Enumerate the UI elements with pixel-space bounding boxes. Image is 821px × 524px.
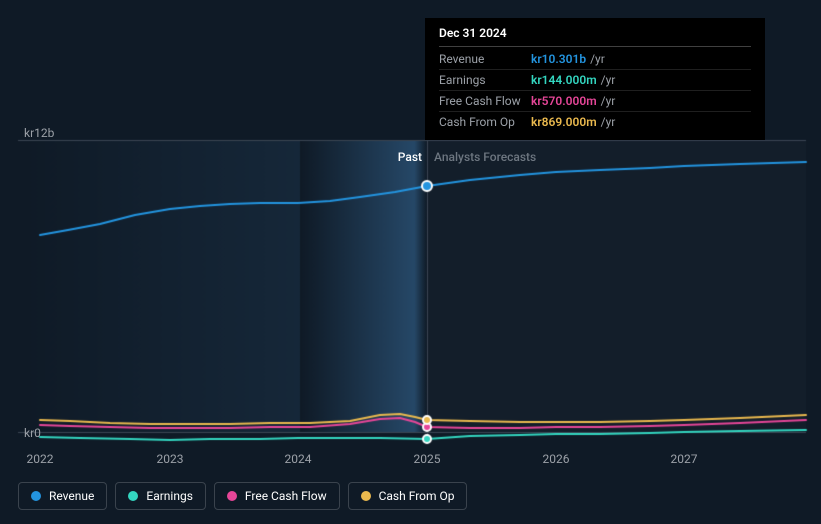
legend-item-revenue[interactable]: Revenue xyxy=(18,482,107,510)
legend-item-label: Free Cash Flow xyxy=(245,489,327,503)
x-axis-label-2: 2024 xyxy=(285,452,312,466)
legend-item-earnings[interactable]: Earnings xyxy=(115,482,206,510)
chart-legend: Revenue Earnings Free Cash Flow Cash Fro… xyxy=(18,482,467,510)
section-label-forecast: Analysts Forecasts xyxy=(434,150,536,164)
y-axis-label-bottom: kr0 xyxy=(24,426,41,440)
x-axis-label-0: 2022 xyxy=(27,452,54,466)
legend-item-fcf[interactable]: Free Cash Flow xyxy=(214,482,340,510)
legend-dot-icon xyxy=(128,491,138,501)
tooltip-row-label: Earnings xyxy=(439,73,531,87)
tooltip-row-revenue: Revenue kr10.301b /yr xyxy=(439,49,751,70)
x-axis-label-1: 2023 xyxy=(157,452,184,466)
tooltip-row-unit: /yr xyxy=(601,94,616,108)
legend-dot-icon xyxy=(31,491,41,501)
tooltip-row-label: Free Cash Flow xyxy=(439,94,531,108)
tooltip-row-cfo: Cash From Op kr869.000m /yr xyxy=(439,112,751,132)
tooltip-row-unit: /yr xyxy=(601,115,616,129)
tooltip-row-value: kr869.000m xyxy=(531,115,597,129)
tooltip-row-label: Revenue xyxy=(439,52,531,66)
y-axis-label-top: kr12b xyxy=(24,126,54,140)
legend-dot-icon xyxy=(227,491,237,501)
tooltip-row-earnings: Earnings kr144.000m /yr xyxy=(439,70,751,91)
chart-tooltip: Dec 31 2024 Revenue kr10.301b /yr Earnin… xyxy=(425,18,765,140)
tooltip-row-fcf: Free Cash Flow kr570.000m /yr xyxy=(439,91,751,112)
chart-root: kr12b kr0 Past Analysts Forecasts 2022 2… xyxy=(0,0,821,524)
tooltip-row-label: Cash From Op xyxy=(439,115,531,129)
legend-dot-icon xyxy=(361,491,371,501)
legend-item-cfo[interactable]: Cash From Op xyxy=(348,482,468,510)
legend-item-label: Earnings xyxy=(146,489,193,503)
tooltip-row-unit: /yr xyxy=(601,73,616,87)
section-label-past: Past xyxy=(398,150,422,164)
x-axis-label-5: 2027 xyxy=(671,452,698,466)
tooltip-row-value: kr144.000m xyxy=(531,73,597,87)
tooltip-row-value: kr10.301b xyxy=(531,52,586,66)
tooltip-row-value: kr570.000m xyxy=(531,94,597,108)
x-axis-label-4: 2026 xyxy=(543,452,570,466)
legend-item-label: Cash From Op xyxy=(379,489,455,503)
tooltip-row-unit: /yr xyxy=(590,52,605,66)
legend-item-label: Revenue xyxy=(49,489,94,503)
tooltip-date: Dec 31 2024 xyxy=(439,26,751,47)
x-axis-label-3: 2025 xyxy=(414,452,441,466)
